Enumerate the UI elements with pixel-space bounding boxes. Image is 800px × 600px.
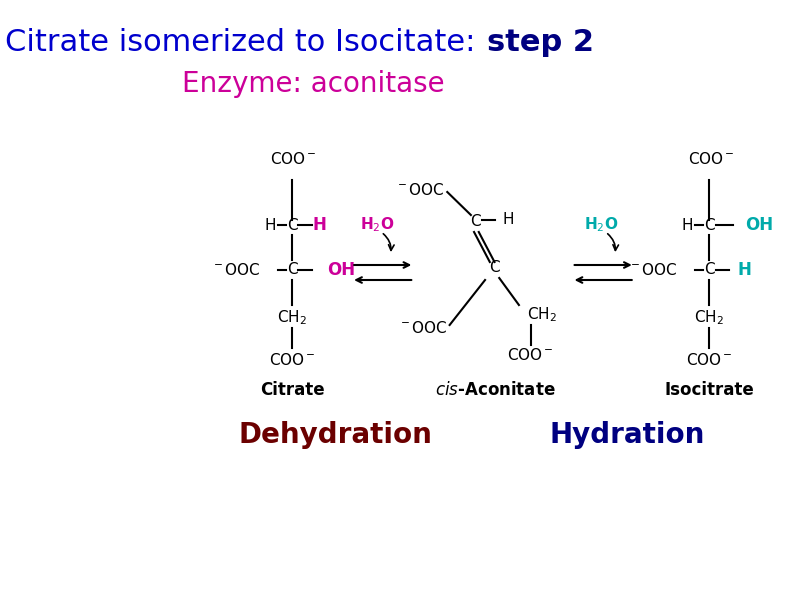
Text: C: C — [704, 217, 714, 232]
Text: OH: OH — [745, 216, 773, 234]
Text: COO$^-$: COO$^-$ — [507, 347, 554, 363]
Text: H: H — [502, 212, 514, 227]
Text: $^-$OOC: $^-$OOC — [629, 262, 678, 278]
Text: CH$_2$: CH$_2$ — [694, 308, 725, 328]
Text: COO$^-$: COO$^-$ — [686, 352, 733, 368]
Text: OH: OH — [327, 261, 356, 279]
Text: COO$^-$: COO$^-$ — [688, 151, 734, 167]
Text: H: H — [313, 216, 326, 234]
Text: $^-$OOC: $^-$OOC — [211, 262, 261, 278]
Text: Citrate: Citrate — [260, 381, 325, 399]
Text: Citrate isomerized to Isocitate:: Citrate isomerized to Isocitate: — [5, 28, 485, 57]
Text: CH$_2$: CH$_2$ — [277, 308, 307, 328]
Text: $^-$OOC: $^-$OOC — [394, 182, 444, 198]
Text: H: H — [682, 217, 693, 232]
Text: step 2: step 2 — [486, 28, 594, 57]
Text: C: C — [287, 263, 298, 277]
Text: C: C — [704, 263, 714, 277]
Text: Isocitrate: Isocitrate — [665, 381, 754, 399]
Text: H: H — [737, 261, 751, 279]
Text: C: C — [470, 214, 481, 229]
Text: $\it{cis}$-Aconitate: $\it{cis}$-Aconitate — [435, 381, 556, 399]
Text: COO$^-$: COO$^-$ — [270, 151, 317, 167]
Text: C: C — [287, 217, 298, 232]
Text: H: H — [264, 217, 276, 232]
Text: Enzyme: aconitase: Enzyme: aconitase — [182, 70, 445, 98]
Text: $^-$OOC: $^-$OOC — [398, 320, 447, 336]
Text: COO$^-$: COO$^-$ — [269, 352, 315, 368]
Text: C: C — [489, 260, 500, 275]
Text: CH$_2$: CH$_2$ — [526, 305, 557, 325]
Text: H$_2$O: H$_2$O — [584, 215, 618, 235]
Text: Hydration: Hydration — [549, 421, 705, 449]
Text: Dehydration: Dehydration — [238, 421, 433, 449]
Text: H$_2$O: H$_2$O — [360, 215, 394, 235]
